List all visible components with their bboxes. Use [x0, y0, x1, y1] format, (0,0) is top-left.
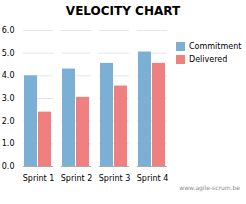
html-text:www.agile-scrum.be: www.agile-scrum.be: [179, 184, 240, 191]
svg-text:Sprint 4: Sprint 4: [137, 174, 169, 183]
html-text:Delivered: Delivered: [189, 55, 228, 64]
svg-text:0.0: 0.0: [2, 162, 15, 171]
svg-text:4.0: 4.0: [2, 71, 15, 80]
svg-text:2.0: 2.0: [2, 117, 15, 126]
svg-text:6.0: 6.0: [2, 26, 15, 35]
svg-text:Sprint 2: Sprint 2: [61, 174, 93, 183]
svg-text:Sprint 3: Sprint 3: [99, 174, 131, 183]
svg-text:1.0: 1.0: [2, 139, 15, 148]
html-text:VELOCITY CHART: VELOCITY CHART: [65, 4, 181, 18]
html-text:Commitment: Commitment: [189, 42, 242, 51]
svg-text:3.0: 3.0: [2, 94, 15, 103]
svg-text:5.0: 5.0: [2, 49, 15, 58]
svg-text:Sprint 1: Sprint 1: [23, 174, 55, 183]
